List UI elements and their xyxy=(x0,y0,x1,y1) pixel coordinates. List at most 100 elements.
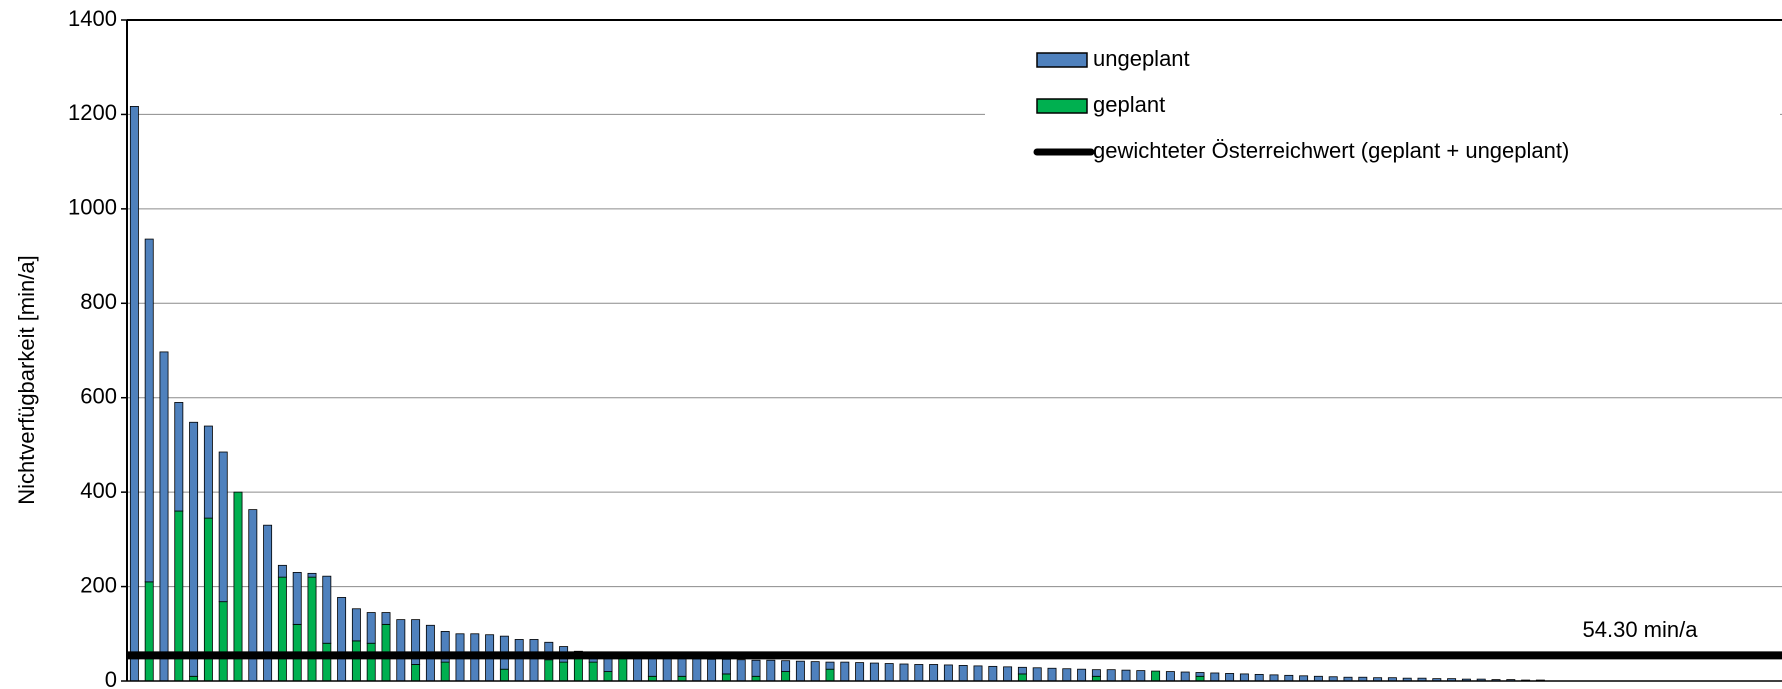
bar-segment xyxy=(692,658,702,682)
bar-segment xyxy=(914,664,924,682)
bar-segment xyxy=(795,660,805,682)
bar-segment xyxy=(307,572,317,578)
legend: ungeplant geplant gewichteter Österreichwe… xyxy=(985,38,1780,168)
bar-segment xyxy=(1017,666,1027,675)
bar-segment xyxy=(884,663,894,682)
bar-segment xyxy=(810,661,820,682)
bar-segment xyxy=(1195,672,1205,677)
bar-segment xyxy=(322,642,332,682)
bar-segment xyxy=(529,639,539,682)
bar-segment xyxy=(825,661,835,670)
bar-segment xyxy=(559,661,569,682)
bar-segment xyxy=(440,631,450,663)
legend-label: ungeplant xyxy=(1093,46,1190,71)
bar-segment xyxy=(351,640,361,682)
bar-segment xyxy=(351,608,361,642)
bar-segment xyxy=(1003,666,1013,682)
bar-segment xyxy=(218,451,228,603)
bar-segment xyxy=(603,671,613,682)
bar-segment xyxy=(1062,668,1072,682)
legend-label: geplant xyxy=(1093,92,1165,117)
bar-segment xyxy=(1106,669,1116,682)
bar-segment xyxy=(1269,674,1279,682)
bar-segment xyxy=(1210,672,1220,682)
bar-segment xyxy=(144,581,154,682)
legend-label: gewichteter Österreichwert (geplant + un… xyxy=(1093,138,1569,163)
bar-segment xyxy=(322,575,332,644)
bar-segment xyxy=(869,662,879,682)
bar-segment xyxy=(662,657,672,682)
bar-segment xyxy=(544,659,554,682)
y-tick-label: 1000 xyxy=(68,195,117,220)
bar-segment xyxy=(277,564,287,578)
bar-segment xyxy=(647,656,657,677)
bar-segment xyxy=(174,402,184,512)
bar-segment xyxy=(218,601,228,682)
bar-segment xyxy=(1299,675,1309,682)
y-axis-label: Nichtverfügbarkeit [min/a] xyxy=(14,255,39,504)
bar-segment xyxy=(129,106,139,682)
bar-segment xyxy=(840,661,850,682)
bar-segment xyxy=(1151,670,1161,682)
bar-segment xyxy=(440,661,450,682)
bar-segment xyxy=(1091,669,1101,677)
bar-segment xyxy=(973,665,983,682)
bar-segment xyxy=(958,665,968,682)
bar-segment xyxy=(1136,670,1146,682)
bar-segment xyxy=(1254,673,1264,682)
bar-segment xyxy=(499,668,509,682)
bar-segment xyxy=(588,661,598,682)
legend-swatch xyxy=(1036,98,1088,114)
y-tick-label: 800 xyxy=(80,289,117,314)
y-tick-label: 600 xyxy=(80,384,117,409)
bar-segment xyxy=(677,657,687,677)
bar-segment xyxy=(633,656,643,682)
bar-segment xyxy=(544,641,554,661)
bar-segment xyxy=(203,425,213,519)
bar-segment xyxy=(159,351,169,682)
bar-segment xyxy=(1225,673,1235,682)
y-tick-label: 200 xyxy=(80,572,117,597)
y-tick-label: 400 xyxy=(80,478,117,503)
bar-segment xyxy=(514,639,524,682)
bar-segment xyxy=(411,664,421,682)
legend-box xyxy=(985,38,1780,168)
bar-segment xyxy=(366,612,376,644)
bar-segment xyxy=(1121,669,1131,682)
bar-segment xyxy=(1284,674,1294,682)
y-tick-label: 1400 xyxy=(68,6,117,31)
reference-label: 54.30 min/a xyxy=(1583,617,1699,642)
bar-segment xyxy=(144,238,154,583)
bar-segment xyxy=(277,576,287,682)
bar-segment xyxy=(618,656,628,682)
bar-segment xyxy=(1047,667,1057,682)
bar-segment xyxy=(381,612,391,625)
bar-segment xyxy=(1165,671,1175,682)
y-tick-label: 1200 xyxy=(68,100,117,125)
bar-segment xyxy=(337,597,347,682)
bar-segment xyxy=(307,576,317,682)
bar-segment xyxy=(1032,667,1042,682)
bar-segment xyxy=(1017,673,1027,682)
bar-segment xyxy=(988,665,998,682)
bar-segment xyxy=(943,664,953,682)
bar-segment xyxy=(751,659,761,677)
bar-segment xyxy=(411,619,421,665)
bar-segment xyxy=(781,660,791,672)
bar-segment xyxy=(899,663,909,682)
bar-segment xyxy=(766,659,776,682)
bar-segment xyxy=(1077,668,1087,682)
bar-segment xyxy=(707,658,717,682)
bar-segment xyxy=(721,658,731,675)
bar-segment xyxy=(736,659,746,682)
bar-segment xyxy=(855,662,865,682)
bar-segment xyxy=(366,642,376,682)
bar-segment xyxy=(721,673,731,682)
bar-segment xyxy=(396,619,406,682)
bar-segment xyxy=(929,664,939,682)
bar-segment xyxy=(1239,673,1249,682)
bar-segment xyxy=(189,421,199,677)
legend-swatch xyxy=(1036,52,1088,68)
bar-segment xyxy=(825,668,835,682)
